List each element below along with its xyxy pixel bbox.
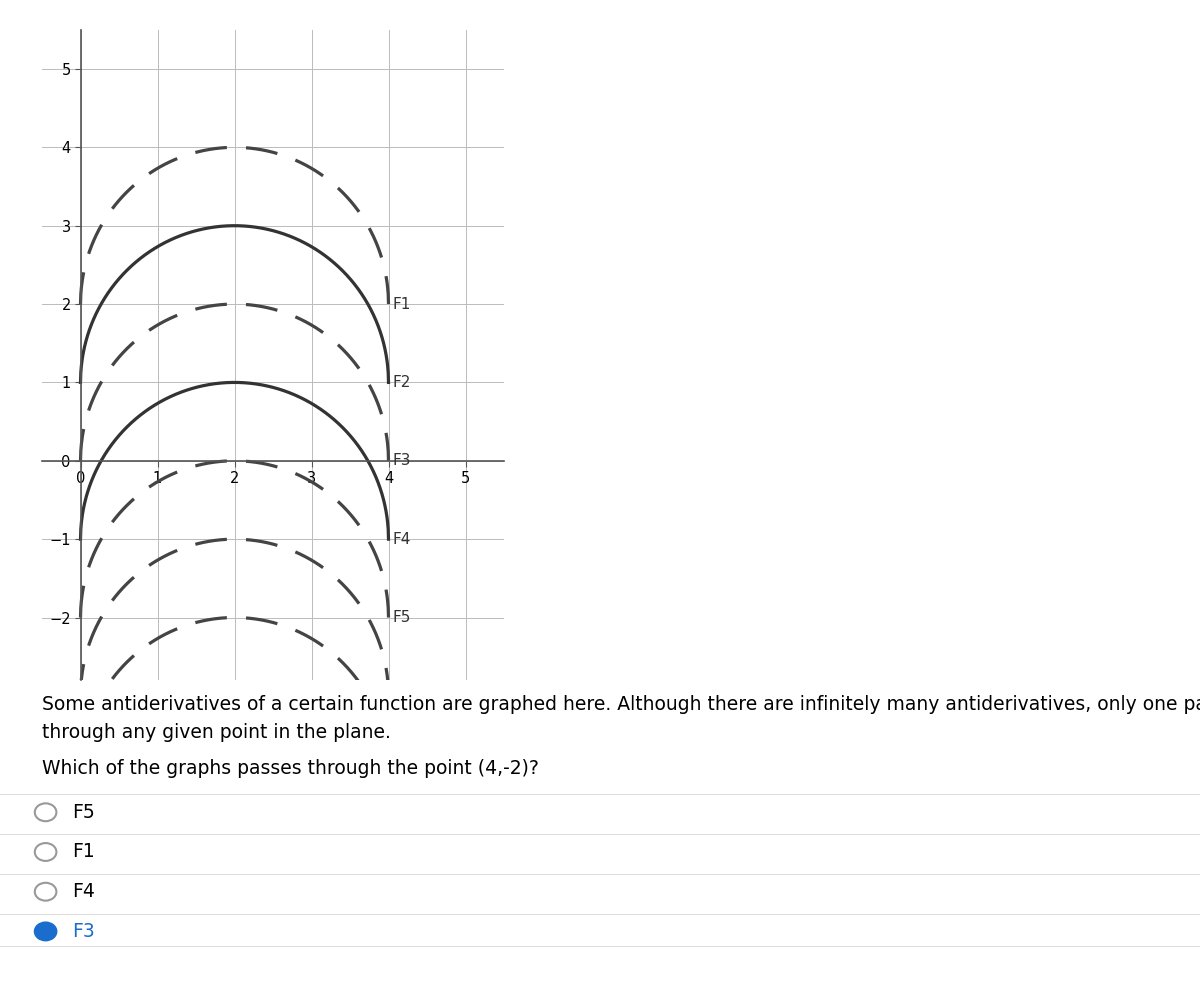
- Text: F3: F3: [392, 453, 410, 469]
- Text: Which of the graphs passes through the point (4,-2)?: Which of the graphs passes through the p…: [42, 759, 539, 778]
- Text: F3: F3: [72, 922, 95, 941]
- Text: Some antiderivatives of a certain function are graphed here. Although there are : Some antiderivatives of a certain functi…: [42, 695, 1200, 714]
- Text: F4: F4: [392, 531, 410, 547]
- Text: F4: F4: [72, 882, 95, 902]
- Text: through any given point in the plane.: through any given point in the plane.: [42, 723, 391, 742]
- Text: F5: F5: [72, 802, 95, 822]
- Text: F5: F5: [392, 610, 410, 625]
- Text: F1: F1: [72, 842, 95, 862]
- Text: F2: F2: [392, 375, 410, 390]
- Text: F1: F1: [392, 297, 410, 312]
